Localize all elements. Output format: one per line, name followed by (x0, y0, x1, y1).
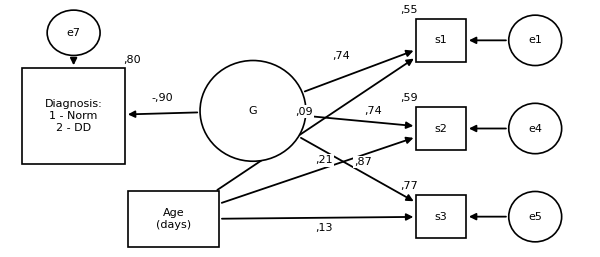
Text: G: G (248, 106, 257, 116)
Text: ,09: ,09 (295, 107, 313, 117)
Text: ,59: ,59 (400, 93, 418, 103)
FancyBboxPatch shape (416, 195, 466, 238)
Text: ,74: ,74 (364, 106, 382, 116)
Text: ,21: ,21 (315, 155, 332, 165)
Text: e4: e4 (528, 124, 542, 133)
Text: ,55: ,55 (400, 5, 418, 15)
Text: e5: e5 (528, 212, 542, 222)
FancyBboxPatch shape (22, 68, 125, 164)
Ellipse shape (509, 191, 562, 242)
Text: e7: e7 (67, 28, 80, 38)
Text: s3: s3 (435, 212, 448, 222)
Text: ,13: ,13 (315, 223, 332, 233)
FancyBboxPatch shape (416, 107, 466, 150)
Text: Age
(days): Age (days) (156, 208, 191, 230)
FancyBboxPatch shape (128, 191, 219, 247)
Text: ,74: ,74 (332, 51, 350, 61)
Text: s1: s1 (435, 35, 448, 45)
Ellipse shape (200, 60, 306, 161)
Text: ,87: ,87 (355, 157, 372, 167)
Ellipse shape (509, 15, 562, 66)
Text: -,90: -,90 (152, 93, 173, 103)
Ellipse shape (47, 10, 100, 56)
Text: Diagnosis:
1 - Norm
2 - DD: Diagnosis: 1 - Norm 2 - DD (45, 99, 103, 133)
Text: e1: e1 (528, 35, 542, 45)
Text: s2: s2 (434, 124, 448, 133)
Text: ,77: ,77 (400, 181, 418, 191)
Text: ,80: ,80 (124, 56, 141, 66)
Ellipse shape (509, 103, 562, 154)
FancyBboxPatch shape (416, 19, 466, 62)
